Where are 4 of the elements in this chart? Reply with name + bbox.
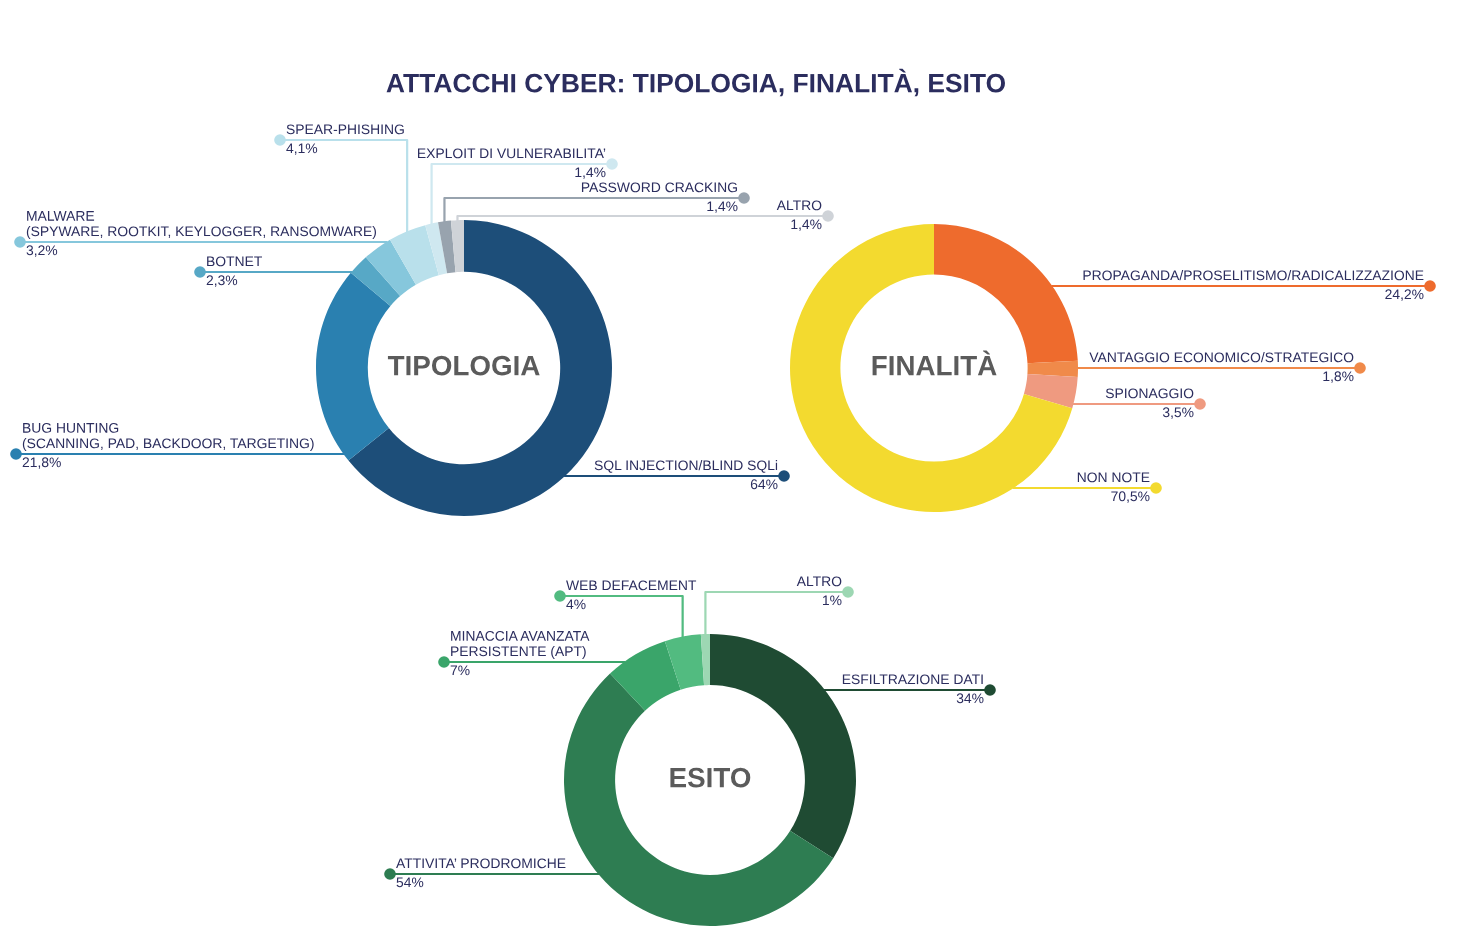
text: ATTACCHI CYBER: TIPOLOGIA, FINALITÀ, ESITO: [386, 68, 1005, 97]
text: ESITO: [670, 767, 751, 788]
text: TIPOLOGIA: [387, 355, 540, 376]
text: FINALITÀ: [872, 350, 997, 376]
